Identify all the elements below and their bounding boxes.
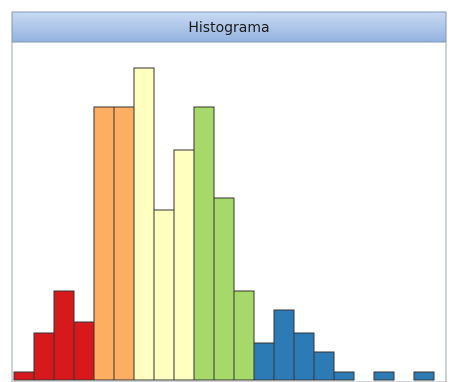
bar [113, 106, 135, 381]
bar [153, 209, 175, 381]
bar [413, 371, 435, 381]
bar [73, 321, 95, 381]
bar [33, 332, 55, 381]
bar [93, 106, 115, 381]
bar [253, 342, 275, 381]
chart-title: Histograma [188, 20, 269, 36]
title-bar [11, 11, 447, 43]
bar [133, 67, 155, 381]
bar [13, 371, 35, 381]
bar [233, 290, 255, 381]
bar [293, 332, 315, 381]
bar [193, 106, 215, 381]
bar [273, 309, 295, 381]
bar [213, 197, 235, 381]
bar [313, 351, 335, 381]
bar [173, 149, 195, 381]
bar [373, 371, 395, 381]
bar [333, 371, 355, 381]
bar [53, 290, 75, 381]
